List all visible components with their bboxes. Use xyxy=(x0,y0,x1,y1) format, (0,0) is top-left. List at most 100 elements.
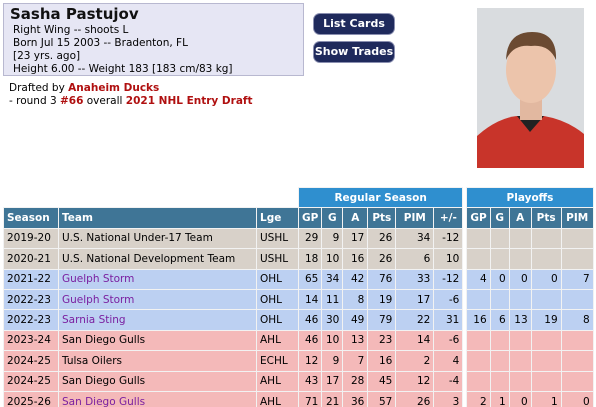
spacer xyxy=(462,371,467,392)
playoff-stat xyxy=(489,350,510,372)
column-header: A xyxy=(508,207,532,229)
playoff-stat xyxy=(530,227,562,250)
column-header: PIM xyxy=(560,207,594,229)
draft-pick: #66 xyxy=(59,95,84,107)
regular-stat: 16 xyxy=(367,350,397,372)
team[interactable]: Sarnia Sting xyxy=(58,309,257,331)
playoff-stat xyxy=(530,288,562,311)
playoff-stat xyxy=(530,329,562,352)
playoff-stat xyxy=(489,248,510,270)
regular-stat: 3 xyxy=(433,390,464,407)
league: OHL xyxy=(256,268,299,290)
list-cards-button[interactable]: List Cards xyxy=(314,14,394,34)
season: 2024-25 xyxy=(3,350,59,372)
spacer xyxy=(462,207,467,229)
draft-event[interactable]: 2021 NHL Entry Draft xyxy=(125,95,253,107)
stats-row: 2024-25 Tulsa Oilers ECHL 12 9 7 16 2 4 xyxy=(3,350,594,372)
season: 2022-23 xyxy=(3,288,59,311)
regular-stat: 17 xyxy=(321,370,344,392)
playoff-stat xyxy=(489,329,510,352)
draft-info: Drafted by Anaheim Ducks - round 3 #66 o… xyxy=(9,82,253,108)
stats-row: 2019-20 U.S. National Under-17 Team USHL 29… xyxy=(3,227,594,250)
regular-stat: 18 xyxy=(297,248,323,270)
playoff-stat xyxy=(508,329,532,352)
stats-row: 2021-22 Guelph Storm OHL 65 34 42 76 33 -12 4 0 0 0 7 xyxy=(3,268,594,290)
playoff-stat xyxy=(530,350,562,372)
spacer xyxy=(462,350,467,372)
regular-stat: 17 xyxy=(342,227,369,250)
playoff-stat xyxy=(508,288,532,311)
playoff-stat: 19 xyxy=(530,309,562,331)
regular-stat: 30 xyxy=(321,309,344,331)
playoff-stat xyxy=(560,370,594,392)
position: Right Wing -- shoots L xyxy=(13,24,129,36)
playoff-stat xyxy=(508,227,532,250)
regular-stat: 42 xyxy=(342,268,369,290)
playoff-stat xyxy=(466,227,491,250)
playoff-stat xyxy=(560,227,594,250)
playoff-stat xyxy=(508,350,532,372)
regular-stat: 46 xyxy=(297,309,323,331)
playoff-stat: 7 xyxy=(560,268,594,290)
size: Height 6.00 -- Weight 183 [183 cm/83 kg] xyxy=(13,63,233,75)
playoff-stat xyxy=(489,288,510,311)
player-info: Sasha Pastujov Right Wing -- shoots L Bo… xyxy=(3,3,304,76)
playoff-stat xyxy=(466,329,491,352)
regular-stat: 21 xyxy=(321,390,344,407)
regular-stat: 17 xyxy=(395,288,435,311)
playoff-stat xyxy=(466,288,491,311)
regular-stat: 57 xyxy=(367,390,397,407)
regular-stat: -12 xyxy=(433,268,464,290)
league: ECHL xyxy=(256,350,299,372)
regular-stat: 45 xyxy=(367,370,397,392)
column-header: GP xyxy=(297,207,323,229)
column-header: GP xyxy=(466,207,491,229)
regular-stat: 16 xyxy=(342,248,369,270)
stats-row: 2023-24 San Diego Gulls AHL 46 10 13 23 14 -6 xyxy=(3,329,594,352)
regular-stat: 14 xyxy=(395,329,435,352)
regular-stat: 33 xyxy=(395,268,435,290)
spacer xyxy=(462,228,467,249)
regular-stat: 26 xyxy=(367,248,397,270)
regular-stat: 23 xyxy=(367,329,397,352)
group-header: Playoffs xyxy=(466,186,594,209)
playoff-stat xyxy=(560,248,594,270)
column-header: Pts xyxy=(530,207,562,229)
season: 2020-21 xyxy=(3,248,59,270)
team[interactable]: Guelph Storm xyxy=(58,288,257,311)
playoff-stat xyxy=(560,350,594,372)
regular-stat: 10 xyxy=(321,248,344,270)
column-header: PIM xyxy=(395,207,435,229)
team[interactable]: Guelph Storm xyxy=(58,268,257,290)
playoff-stat: 1 xyxy=(530,390,562,407)
league: AHL xyxy=(256,329,299,352)
team: U.S. National Under-17 Team xyxy=(58,227,257,250)
regular-stat: 31 xyxy=(433,309,464,331)
column-header: +/- xyxy=(433,207,464,229)
draft-team[interactable]: Anaheim Ducks xyxy=(68,82,160,94)
regular-stat: -12 xyxy=(433,227,464,250)
team[interactable]: San Diego Gulls xyxy=(58,390,257,407)
league: AHL xyxy=(256,390,299,407)
regular-stat: 13 xyxy=(342,329,369,352)
team: Tulsa Oilers xyxy=(58,350,257,372)
regular-stat: 2 xyxy=(395,350,435,372)
regular-stat: 36 xyxy=(342,390,369,407)
spacer xyxy=(462,269,467,290)
playoff-stat: 0 xyxy=(560,390,594,407)
regular-stat: 29 xyxy=(297,227,323,250)
regular-stat: 14 xyxy=(297,288,323,311)
regular-stat: 34 xyxy=(321,268,344,290)
show-trades-button[interactable]: Show Trades xyxy=(314,42,394,62)
season: 2019-20 xyxy=(3,227,59,250)
playoff-stat: 1 xyxy=(489,390,510,407)
playoff-stat: 0 xyxy=(508,268,532,290)
playoff-stat: 0 xyxy=(489,268,510,290)
playoff-stat: 4 xyxy=(466,268,491,290)
regular-stat: 12 xyxy=(297,350,323,372)
draft-overall: overall xyxy=(86,95,123,107)
column-header: G xyxy=(321,207,344,229)
playoff-stat: 8 xyxy=(560,309,594,331)
league: OHL xyxy=(256,309,299,331)
